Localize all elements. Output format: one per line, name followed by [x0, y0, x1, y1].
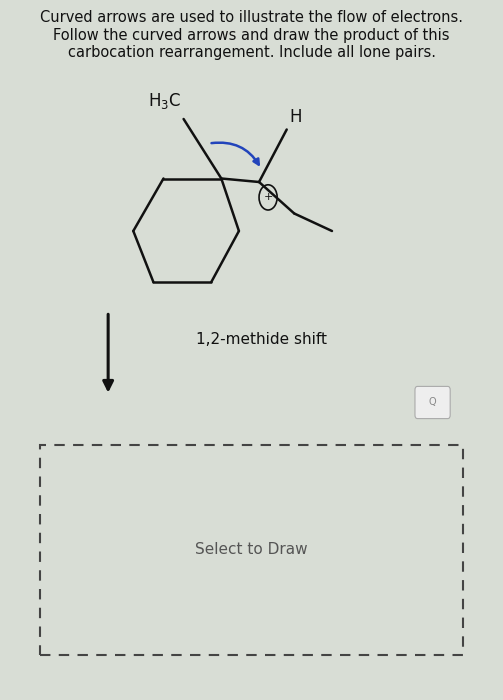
Text: 1,2-methide shift: 1,2-methide shift — [196, 332, 327, 347]
Text: Select to Draw: Select to Draw — [195, 542, 308, 557]
Text: H: H — [289, 108, 302, 126]
Text: +: + — [264, 193, 273, 202]
Text: Q: Q — [429, 398, 437, 407]
Text: H$_3$C: H$_3$C — [148, 90, 181, 111]
Text: Curved arrows are used to illustrate the flow of electrons.
Follow the curved ar: Curved arrows are used to illustrate the… — [40, 10, 463, 60]
Bar — [40, 444, 463, 654]
FancyBboxPatch shape — [415, 386, 450, 419]
